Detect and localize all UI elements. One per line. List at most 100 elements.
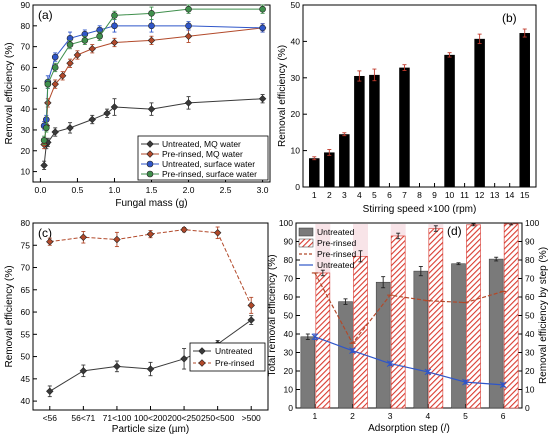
data-point xyxy=(146,365,155,373)
legend-marker xyxy=(146,150,154,158)
y-tick-label: 20 xyxy=(291,109,301,119)
x-tick-label: 6 xyxy=(387,190,392,200)
data-point xyxy=(185,5,192,13)
bar-pre-rinsed xyxy=(428,228,444,409)
legend-label: Pre-rinsed xyxy=(317,249,356,259)
data-point xyxy=(79,367,88,375)
y-tick-label: 90 xyxy=(284,237,294,247)
data-point xyxy=(66,41,74,48)
data-point xyxy=(146,230,155,238)
y-tick-label: 30 xyxy=(291,73,301,83)
legend-label: Untreated xyxy=(215,346,253,356)
x-tick-label: 6 xyxy=(501,411,506,421)
y2-tick-label: 60 xyxy=(525,292,535,302)
x-tick-label: 2.5 xyxy=(220,185,232,195)
y2-tick-label: 80 xyxy=(525,255,535,265)
bar-untreated xyxy=(300,336,316,409)
x-tick-label: 200<250 xyxy=(167,413,201,423)
y2-tick-label: 70 xyxy=(525,274,535,284)
data-point xyxy=(311,333,319,341)
x-axis-label: Particle size (µm) xyxy=(112,424,189,435)
x-axis-label: Stirring speed ×100 (rpm) xyxy=(363,204,477,215)
data-point xyxy=(349,347,356,355)
data-point xyxy=(43,124,50,132)
data-point xyxy=(40,161,48,170)
y-tick-label: 70 xyxy=(21,42,31,52)
y-axis-label: Removal efficiency (%) xyxy=(4,42,15,144)
y-axis-label: Total removal efficiency (%) xyxy=(267,254,278,376)
x-tick-label: 1 xyxy=(312,411,317,421)
y-tick-label: 80 xyxy=(21,21,31,31)
y2-tick-label: 40 xyxy=(525,329,535,339)
data-point xyxy=(110,103,119,111)
data-point xyxy=(148,10,155,17)
x-tick-label: 14 xyxy=(505,190,515,200)
x-tick-label: 4 xyxy=(357,190,362,200)
x-axis-label: Fungal mass (g) xyxy=(115,198,187,209)
x-tick-label: >500 xyxy=(242,413,261,423)
bar xyxy=(324,152,335,187)
bar-pre-rinsed xyxy=(390,235,406,409)
bar xyxy=(309,158,320,187)
y-tick-label: 30 xyxy=(21,125,31,135)
data-point xyxy=(44,80,52,88)
plot-frame xyxy=(302,4,537,188)
y-axis-label: Removal efficiency (%) xyxy=(277,45,288,147)
y2-axis-label: Removal efficiency by step (%) xyxy=(538,247,549,384)
legend-label: Pre-rinsed xyxy=(317,238,356,248)
y-tick-label: 70 xyxy=(284,274,294,284)
chart-b: 1 2 3 4 5 6 7 8 9 10 11 12 13 14 1501020304050Stirring… xyxy=(277,0,537,215)
y-tick-label: 40 xyxy=(284,329,294,339)
panel-label: (c) xyxy=(38,226,52,240)
plot-frame xyxy=(32,222,269,411)
x-tick-label: 15 xyxy=(520,190,530,200)
data-point xyxy=(499,381,507,389)
y-tick-label: 50 xyxy=(21,352,31,362)
y-tick-label: 60 xyxy=(284,292,294,302)
data-point xyxy=(88,45,96,53)
legend-marker xyxy=(146,170,154,178)
series-line-untreated xyxy=(314,336,504,386)
y-tick-label: 50 xyxy=(284,311,294,321)
legend-label: Pre-rinsed, surface water xyxy=(162,169,257,179)
bar xyxy=(474,38,485,187)
y-tick-label: 80 xyxy=(21,218,31,228)
data-point xyxy=(81,37,89,44)
legend-box xyxy=(137,135,269,181)
bar-untreated xyxy=(413,270,429,409)
panel-label: (d) xyxy=(447,224,462,238)
y2-tick-label: 0 xyxy=(525,403,530,413)
y-tick-label: 40 xyxy=(291,36,301,46)
y-tick-label: 100 xyxy=(279,218,293,228)
bar xyxy=(399,67,410,187)
data-point xyxy=(258,94,267,103)
data-point xyxy=(424,368,432,376)
legend-label: Untreated xyxy=(317,260,355,270)
y2-tick-label: 90 xyxy=(525,237,535,247)
bar-pre-rinsed xyxy=(503,223,519,409)
chart-a: 0.0 0.5 1.0 1.5 2.0 2.5 3.0 10 20 30 40 50 60 70 80 90 F… xyxy=(4,0,271,209)
y2-tick-label: 30 xyxy=(525,348,535,358)
legend-marker xyxy=(198,359,206,367)
y-tick-label: 20 xyxy=(284,366,294,376)
data-point xyxy=(51,128,59,136)
x-tick-label: <56 xyxy=(43,413,58,423)
data-point xyxy=(79,233,88,241)
y-tick-label: 60 xyxy=(21,62,31,72)
y-tick-label: 75 xyxy=(21,240,31,250)
bar-untreated xyxy=(488,258,504,409)
bar-untreated xyxy=(338,301,353,409)
x-tick-label: 5 xyxy=(372,190,377,200)
legend-label: Pre-rinsed, MQ water xyxy=(162,149,243,159)
data-point xyxy=(180,355,188,363)
y2-tick-label: 10 xyxy=(525,385,535,395)
data-point xyxy=(103,109,111,118)
y-tick-label: 10 xyxy=(284,385,294,395)
panel-label: (b) xyxy=(502,11,517,25)
legend-swatch xyxy=(298,238,314,248)
y-tick-label: 45 xyxy=(21,374,31,384)
data-point xyxy=(88,115,96,124)
data-point xyxy=(259,5,266,13)
